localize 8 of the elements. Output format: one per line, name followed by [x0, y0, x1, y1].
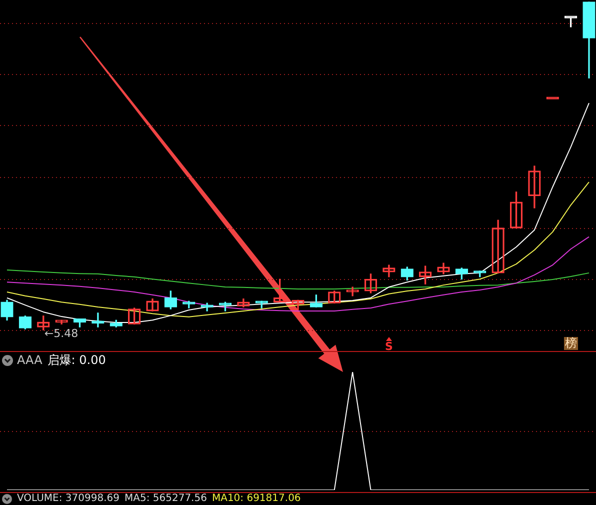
chart-subtitle: 启爆: 0.00: [47, 353, 106, 367]
text: MA10: 691817.06: [212, 493, 301, 504]
text: VOLUME: 370998.69: [17, 493, 120, 504]
annotation: ←5.48: [44, 326, 78, 340]
chart-title: AAA: [17, 353, 42, 367]
text: 榜: [564, 336, 578, 350]
text: MA5: 565277.56: [124, 493, 207, 504]
text: S: [384, 340, 393, 353]
